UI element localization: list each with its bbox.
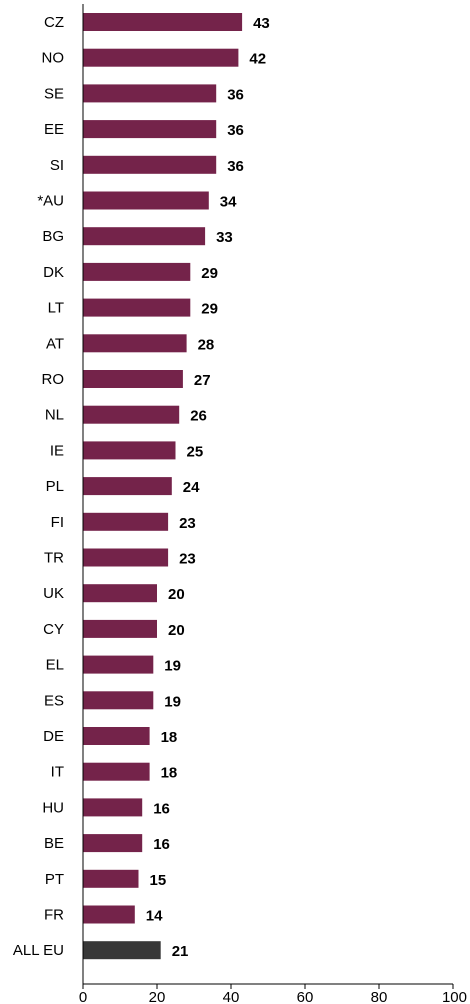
bar-el [83, 655, 154, 674]
value-label-au: 34 [220, 194, 237, 211]
bars-group: CZ 43 NO 42 SE 36 EE 36 SI 36 *AU 34 BG 33 DK 29 LT 29 AT 2… [13, 13, 270, 960]
bar-cz [83, 13, 243, 31]
value-label-hu: 16 [153, 800, 170, 817]
category-label-fi: FI [51, 514, 64, 531]
bar-fr [83, 905, 135, 924]
category-label-cz: CZ [44, 14, 64, 31]
category-label-se: SE [44, 85, 64, 102]
bar-it [83, 762, 150, 781]
bar-cy [83, 619, 157, 638]
category-label-au: *AU [37, 193, 64, 210]
value-label-it: 18 [161, 765, 178, 782]
category-label-no: NO [42, 50, 65, 67]
category-label-cy: CY [43, 621, 64, 638]
x-tick-label-40: 40 [223, 989, 240, 1004]
x-tick-label-60: 60 [297, 989, 314, 1004]
category-label-at: AT [46, 335, 64, 352]
bar-no [83, 48, 239, 67]
x-tick-label-20: 20 [149, 989, 166, 1004]
value-label-bg: 33 [216, 229, 233, 246]
category-label-si: SI [50, 157, 64, 174]
value-label-ro: 27 [194, 372, 211, 389]
axes-group: 0 20 40 60 80 100 [79, 4, 467, 1004]
value-label-es: 19 [164, 693, 181, 710]
bar-pt [83, 869, 139, 888]
bar-tr [83, 548, 169, 567]
value-label-tr: 23 [179, 551, 196, 568]
bar-ie [83, 441, 176, 460]
bar-dk [83, 262, 191, 281]
bar-pl [83, 477, 172, 496]
bar-ee [83, 120, 217, 139]
value-label-cy: 20 [168, 622, 185, 639]
bar-uk [83, 584, 157, 603]
value-label-ie: 25 [187, 443, 204, 460]
value-label-at: 28 [198, 336, 215, 353]
bar-hu [83, 798, 143, 817]
category-label-ie: IE [50, 442, 64, 459]
value-label-si: 36 [227, 158, 244, 175]
category-label-lt: LT [48, 300, 64, 317]
value-label-se: 36 [227, 86, 244, 103]
bar-de [83, 727, 150, 745]
value-label-pl: 24 [183, 479, 200, 496]
bar-es [83, 691, 154, 710]
value-label-uk: 20 [168, 586, 185, 603]
x-tick-label-100: 100 [442, 989, 467, 1004]
category-label-es: ES [44, 692, 64, 709]
category-label-bg: BG [42, 228, 64, 245]
value-label-pt: 15 [150, 872, 167, 889]
value-label-el: 19 [164, 658, 181, 675]
bar-bg [83, 227, 206, 246]
category-label-el: EL [46, 657, 64, 674]
value-label-ee: 36 [227, 122, 244, 139]
category-label-de: DE [43, 728, 64, 745]
category-label-ro: RO [42, 371, 65, 388]
bar-be [83, 834, 143, 853]
x-tick-label-80: 80 [371, 989, 388, 1004]
bar-all-eu [83, 941, 161, 960]
bar-fi [83, 512, 169, 531]
bar-nl [83, 405, 180, 424]
value-label-lt: 29 [201, 301, 218, 318]
category-label-it: IT [51, 764, 64, 781]
bar-si [83, 155, 217, 174]
bar-ro [83, 370, 183, 388]
value-label-nl: 26 [190, 408, 207, 425]
value-label-all-eu: 21 [172, 943, 189, 960]
bar-lt [83, 298, 191, 317]
category-label-fr: FR [44, 907, 64, 924]
value-label-de: 18 [161, 729, 178, 746]
value-label-fi: 23 [179, 515, 196, 532]
category-label-pt: PT [45, 871, 64, 888]
category-label-pl: PL [46, 478, 64, 495]
category-label-dk: DK [43, 264, 64, 281]
category-label-all-eu: ALL EU [13, 942, 64, 959]
value-label-no: 42 [249, 51, 266, 68]
bar-at [83, 334, 187, 353]
category-label-tr: TR [44, 550, 64, 567]
value-label-fr: 14 [146, 908, 163, 925]
category-label-be: BE [44, 835, 64, 852]
value-label-be: 16 [153, 836, 170, 853]
category-label-hu: HU [42, 799, 64, 816]
category-label-nl: NL [45, 407, 64, 424]
category-label-uk: UK [43, 585, 64, 602]
bar-au [83, 191, 209, 210]
category-label-ee: EE [44, 121, 64, 138]
x-tick-label-0: 0 [79, 989, 87, 1004]
value-label-dk: 29 [201, 265, 218, 282]
bar-se [83, 84, 217, 103]
value-label-cz: 43 [253, 15, 270, 32]
